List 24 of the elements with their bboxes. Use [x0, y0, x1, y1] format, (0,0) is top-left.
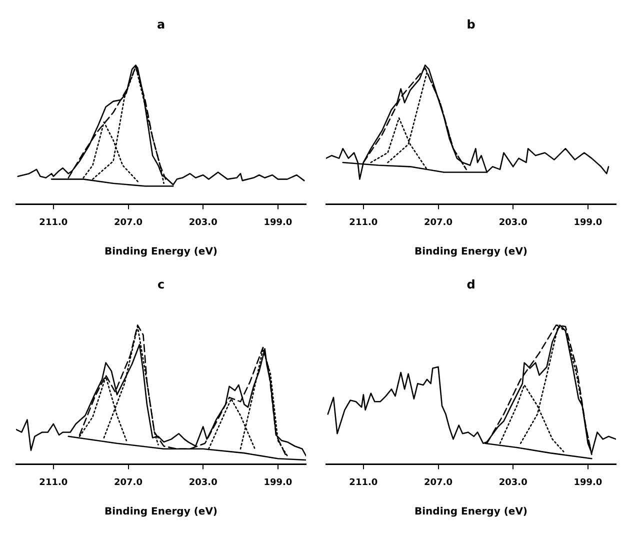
- x-tick-label: 203.0: [188, 218, 218, 228]
- chart-title: c: [157, 277, 165, 292]
- x-tick-label: 199.0: [574, 218, 602, 228]
- chart-title: a: [156, 17, 166, 32]
- x-tick-label: 203.0: [188, 478, 218, 488]
- x-tick-label: 211.0: [39, 218, 68, 228]
- x-tick-label: 203.0: [498, 478, 528, 488]
- x-tick-label: 211.0: [349, 478, 378, 488]
- x-tick-label: 211.0: [349, 218, 378, 228]
- chart-title: b: [466, 17, 476, 32]
- x-tick-label: 207.0: [114, 478, 142, 488]
- x-tick-label: 207.0: [114, 218, 142, 228]
- x-tick-label: 211.0: [39, 478, 68, 488]
- x-tick-label: 207.0: [424, 478, 452, 488]
- x-tick-label: 199.0: [264, 218, 292, 228]
- x-axis-title: Binding Energy (eV): [414, 246, 528, 258]
- x-tick-label: 203.0: [498, 218, 528, 228]
- x-axis-title: Binding Energy (eV): [104, 246, 218, 258]
- x-tick-label: 207.0: [424, 218, 452, 228]
- x-axis-title: Binding Energy (eV): [104, 506, 218, 518]
- x-tick-label: 199.0: [264, 478, 292, 488]
- x-tick-label: 199.0: [574, 478, 602, 488]
- chart-title: d: [466, 277, 476, 292]
- x-axis-title: Binding Energy (eV): [414, 506, 528, 518]
